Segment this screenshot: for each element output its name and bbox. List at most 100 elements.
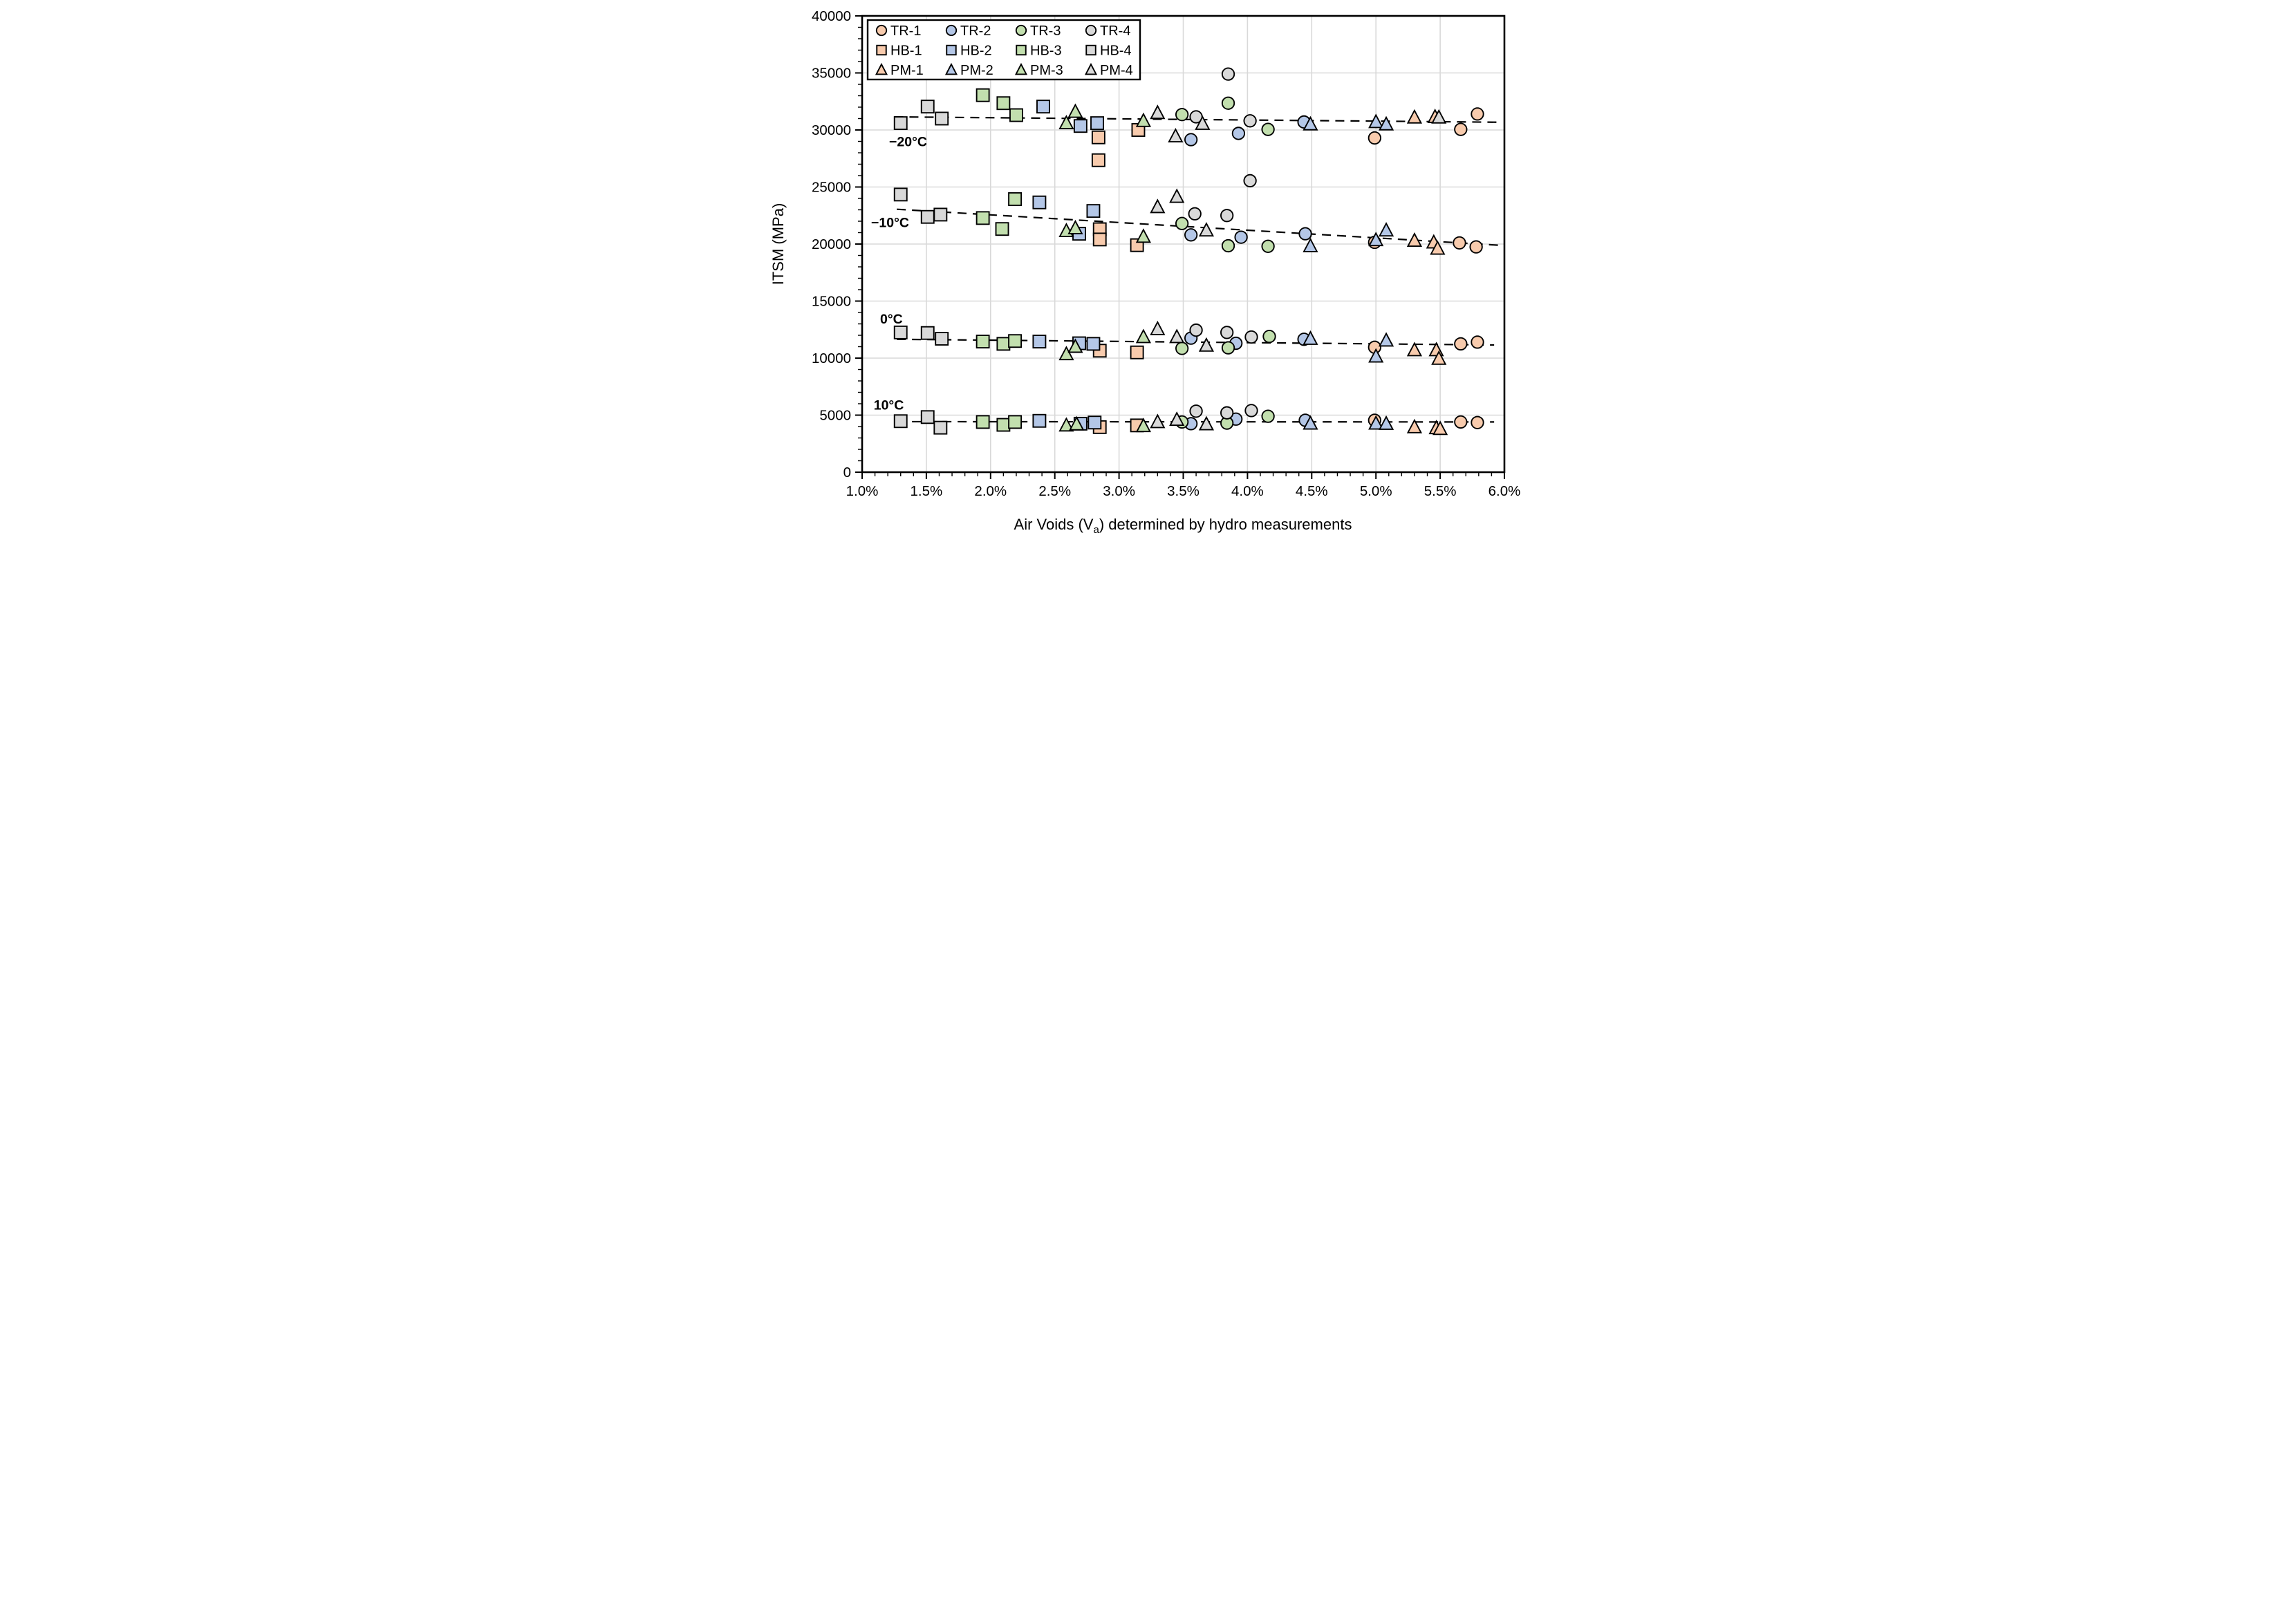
marker-PM-4 bbox=[1150, 104, 1166, 120]
marker-TR-3 bbox=[1261, 239, 1275, 253]
marker-PM-3 bbox=[1135, 328, 1151, 344]
marker-PM-1 bbox=[1430, 240, 1446, 255]
legend-label-HB-2: HB-2 bbox=[960, 44, 992, 59]
marker-HB-2 bbox=[1032, 413, 1047, 428]
legend-label-PM-4: PM-4 bbox=[1100, 63, 1133, 78]
marker-TR-1 bbox=[1471, 415, 1484, 429]
legend-label-HB-1: HB-1 bbox=[890, 44, 922, 59]
y-tick-label: 10000 bbox=[812, 350, 851, 366]
marker-HB-2 bbox=[1086, 204, 1101, 218]
marker-TR-3 bbox=[1175, 108, 1189, 122]
marker-HB-3 bbox=[976, 335, 990, 349]
marker-TR-4 bbox=[1243, 114, 1257, 128]
y-tick-label: 15000 bbox=[812, 294, 851, 310]
marker-HB-1 bbox=[1091, 130, 1105, 144]
marker-PM-3 bbox=[1135, 112, 1151, 127]
marker-HB-2 bbox=[1032, 195, 1047, 209]
marker-HB-4 bbox=[893, 325, 908, 339]
marker-HB-3 bbox=[976, 88, 990, 102]
marker-TR-1 bbox=[1471, 335, 1484, 349]
marker-PM-1 bbox=[1406, 342, 1423, 357]
plot-frame bbox=[861, 15, 1506, 474]
marker-HB-2 bbox=[1032, 335, 1047, 349]
legend-marker-PM-2 bbox=[944, 62, 958, 75]
marker-TR-4 bbox=[1243, 174, 1257, 188]
y-tick-label: 5000 bbox=[819, 408, 851, 424]
x-tick-label: 2.5% bbox=[1038, 483, 1071, 499]
x-tick-label: 6.0% bbox=[1488, 483, 1521, 499]
legend-label-PM-3: PM-3 bbox=[1030, 63, 1063, 78]
legend-marker-TR-3 bbox=[1015, 24, 1027, 37]
marker-PM-1 bbox=[1406, 109, 1423, 124]
marker-PM-4 bbox=[1198, 222, 1215, 237]
marker-PM-3 bbox=[1135, 418, 1151, 433]
trendline-p0 bbox=[897, 338, 1495, 346]
marker-HB-4 bbox=[920, 100, 935, 114]
legend-marker-PM-1 bbox=[875, 62, 888, 75]
x-tick-label: 4.0% bbox=[1231, 483, 1264, 499]
legend-label-HB-3: HB-3 bbox=[1030, 44, 1062, 59]
marker-PM-4 bbox=[1150, 198, 1166, 214]
marker-HB-4 bbox=[893, 187, 908, 202]
band-label-p10: 10°C bbox=[874, 398, 904, 413]
y-tick-label: 0 bbox=[843, 465, 851, 480]
y-tick-label: 35000 bbox=[812, 66, 851, 82]
marker-PM-2 bbox=[1378, 415, 1394, 430]
marker-HB-3 bbox=[976, 211, 990, 225]
marker-PM-4 bbox=[1198, 337, 1215, 352]
legend-label-TR-3: TR-3 bbox=[1030, 24, 1061, 39]
legend-marker-HB-1 bbox=[876, 44, 887, 56]
marker-HB-1 bbox=[1091, 153, 1105, 167]
y-tick-label: 30000 bbox=[812, 122, 851, 138]
marker-HB-4 bbox=[920, 410, 935, 424]
band-label-m20: −20°C bbox=[889, 135, 927, 150]
marker-PM-3 bbox=[1067, 103, 1083, 118]
marker-TR-4 bbox=[1244, 330, 1258, 344]
marker-PM-2 bbox=[1303, 415, 1318, 430]
marker-PM-1 bbox=[1432, 420, 1448, 436]
x-tick-label: 3.5% bbox=[1167, 483, 1200, 499]
marker-PM-2 bbox=[1368, 232, 1384, 247]
band-label-m10: −10°C bbox=[871, 216, 909, 231]
marker-HB-4 bbox=[933, 420, 948, 435]
marker-PM-4 bbox=[1169, 188, 1185, 203]
marker-HB-3 bbox=[1008, 415, 1023, 429]
x-tick-label: 1.5% bbox=[911, 483, 943, 499]
marker-TR-3 bbox=[1261, 122, 1275, 136]
marker-PM-3 bbox=[1067, 219, 1083, 234]
marker-HB-4 bbox=[933, 207, 948, 222]
marker-HB-4 bbox=[935, 332, 949, 346]
marker-PM-2 bbox=[1378, 115, 1394, 131]
marker-TR-3 bbox=[1175, 342, 1189, 355]
marker-TR-4 bbox=[1189, 404, 1203, 418]
legend-marker-HB-3 bbox=[1016, 44, 1027, 56]
marker-HB-3 bbox=[976, 415, 990, 429]
marker-TR-3 bbox=[1221, 341, 1235, 355]
marker-PM-1 bbox=[1431, 350, 1447, 365]
marker-TR-4 bbox=[1188, 207, 1202, 221]
marker-PM-4 bbox=[1150, 320, 1166, 335]
marker-PM-3 bbox=[1058, 417, 1074, 432]
marker-TR-3 bbox=[1261, 409, 1275, 423]
marker-HB-3 bbox=[996, 96, 1011, 111]
marker-HB-3 bbox=[996, 418, 1011, 432]
marker-PM-1 bbox=[1406, 418, 1423, 433]
y-tick-label: 20000 bbox=[812, 236, 851, 252]
legend-label-PM-2: PM-2 bbox=[960, 63, 993, 78]
marker-PM-2 bbox=[1378, 332, 1394, 347]
marker-PM-2 bbox=[1303, 237, 1318, 252]
marker-TR-1 bbox=[1469, 240, 1483, 254]
marker-TR-1 bbox=[1368, 131, 1381, 145]
marker-TR-1 bbox=[1454, 122, 1468, 136]
marker-TR-4 bbox=[1244, 404, 1258, 418]
marker-TR-4 bbox=[1221, 67, 1235, 81]
legend-label-TR-1: TR-1 bbox=[890, 24, 921, 39]
marker-PM-2 bbox=[1303, 330, 1318, 345]
marker-PM-3 bbox=[1135, 228, 1151, 243]
x-tick-label: 5.0% bbox=[1360, 483, 1392, 499]
x-tick-label: 5.5% bbox=[1424, 483, 1457, 499]
legend-label-TR-4: TR-4 bbox=[1100, 24, 1130, 39]
marker-PM-4 bbox=[1169, 411, 1185, 427]
marker-TR-1 bbox=[1454, 337, 1468, 351]
marker-PM-3 bbox=[1069, 415, 1085, 431]
